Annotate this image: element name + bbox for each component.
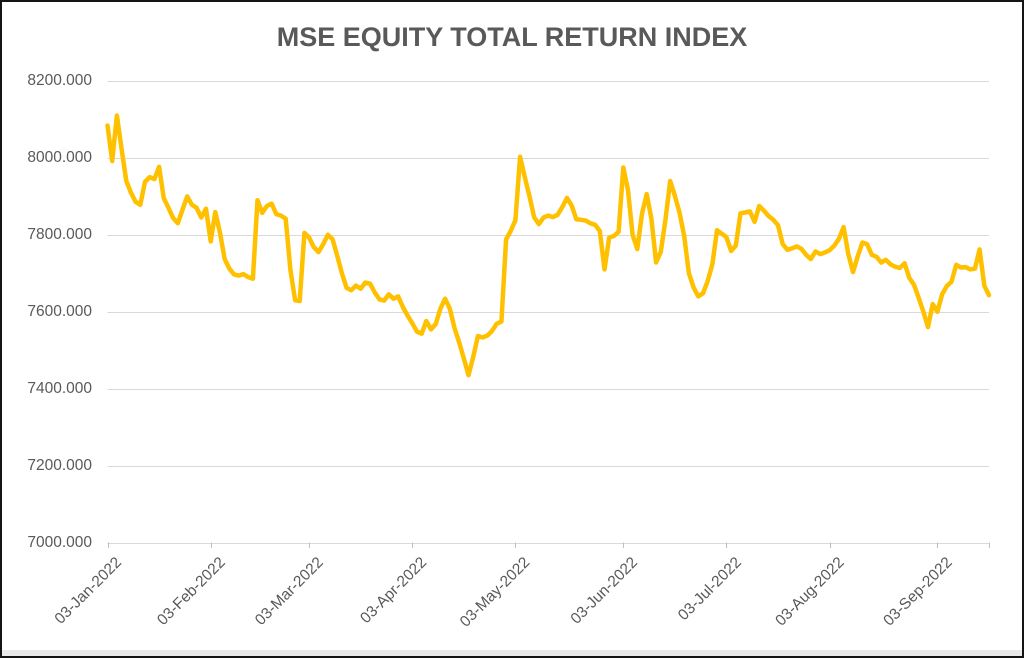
bottom-strip — [2, 650, 1022, 656]
y-tick-label: 7600.000 — [27, 302, 92, 320]
y-tick-label: 8000.000 — [27, 148, 92, 166]
y-tick-label: 7400.000 — [27, 379, 92, 397]
y-tick-label: 7000.000 — [27, 533, 92, 551]
series-line — [105, 113, 992, 378]
y-tick-label: 7800.000 — [27, 225, 92, 243]
chart-title: MSE EQUITY TOTAL RETURN INDEX — [276, 22, 748, 52]
y-tick-label: 8200.000 — [27, 72, 92, 89]
y-tick-label: 7200.000 — [27, 456, 92, 474]
